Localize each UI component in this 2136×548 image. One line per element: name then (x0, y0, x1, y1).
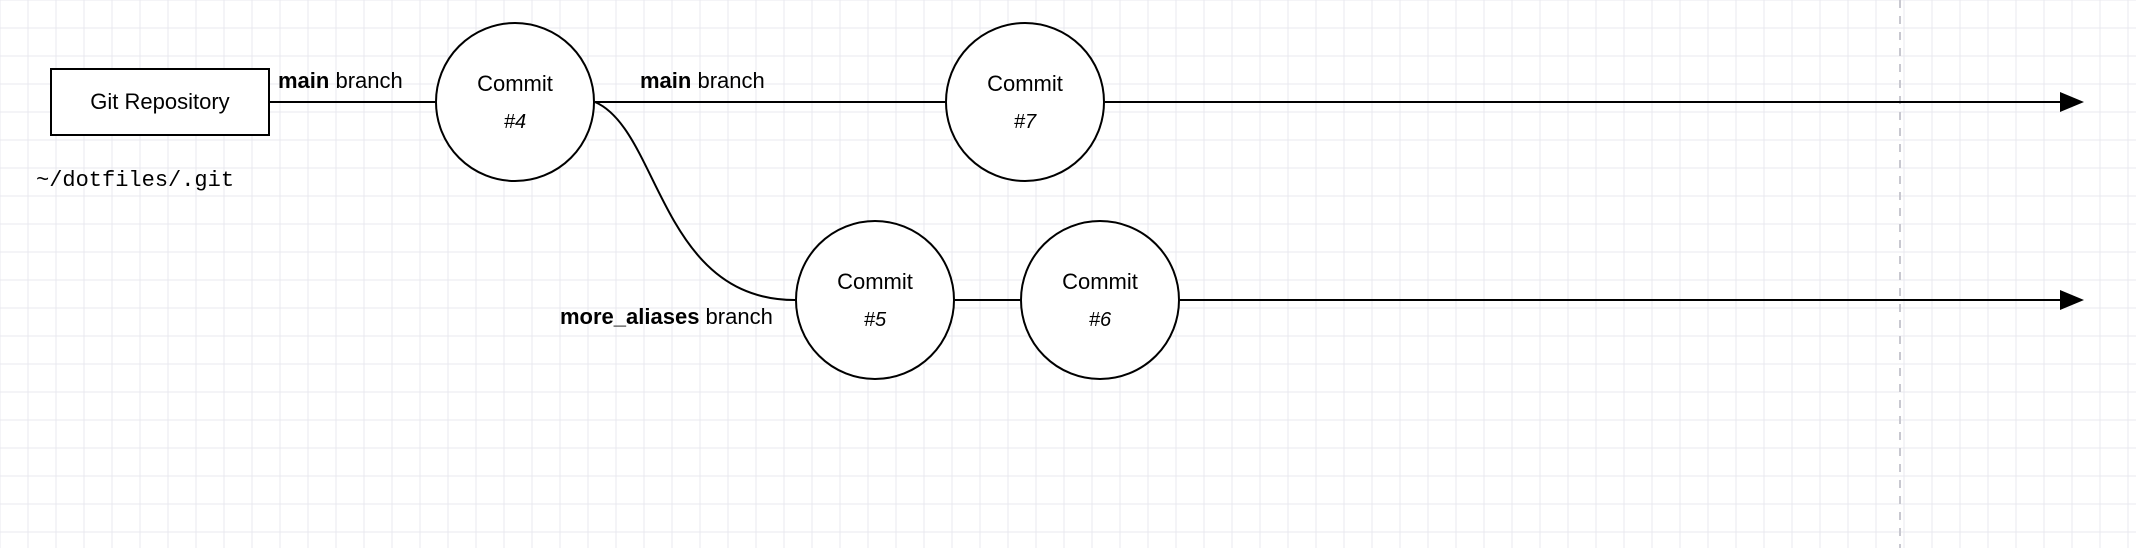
branch-label: more_aliases branch (560, 304, 773, 330)
branch-name: more_aliases (560, 304, 699, 329)
git-repository-label: Git Repository (90, 89, 229, 115)
commit-node-5: Commit #5 (795, 220, 955, 380)
repo-path-text: ~/dotfiles/.git (36, 168, 234, 193)
commit-label: Commit (477, 71, 553, 97)
commit-label: Commit (837, 269, 913, 295)
branch-label: main branch (278, 68, 403, 94)
branch-name: main (640, 68, 691, 93)
commit-label: Commit (987, 71, 1063, 97)
branch-name: main (278, 68, 329, 93)
branch-label: main branch (640, 68, 765, 94)
commit-id: #7 (1014, 111, 1036, 134)
branch-suffix: branch (691, 68, 764, 93)
branch-suffix: branch (699, 304, 772, 329)
git-repository-box: Git Repository (50, 68, 270, 136)
commit-id: #6 (1089, 309, 1111, 332)
branch-suffix: branch (329, 68, 402, 93)
commit-node-6: Commit #6 (1020, 220, 1180, 380)
commit-label: Commit (1062, 269, 1138, 295)
commit-id: #4 (504, 111, 526, 134)
commit-node-4: Commit #4 (435, 22, 595, 182)
commit-node-7: Commit #7 (945, 22, 1105, 182)
commit-id: #5 (864, 309, 886, 332)
diagram-root: Git Repository ~/dotfiles/.git Commit#4C… (0, 0, 2136, 548)
